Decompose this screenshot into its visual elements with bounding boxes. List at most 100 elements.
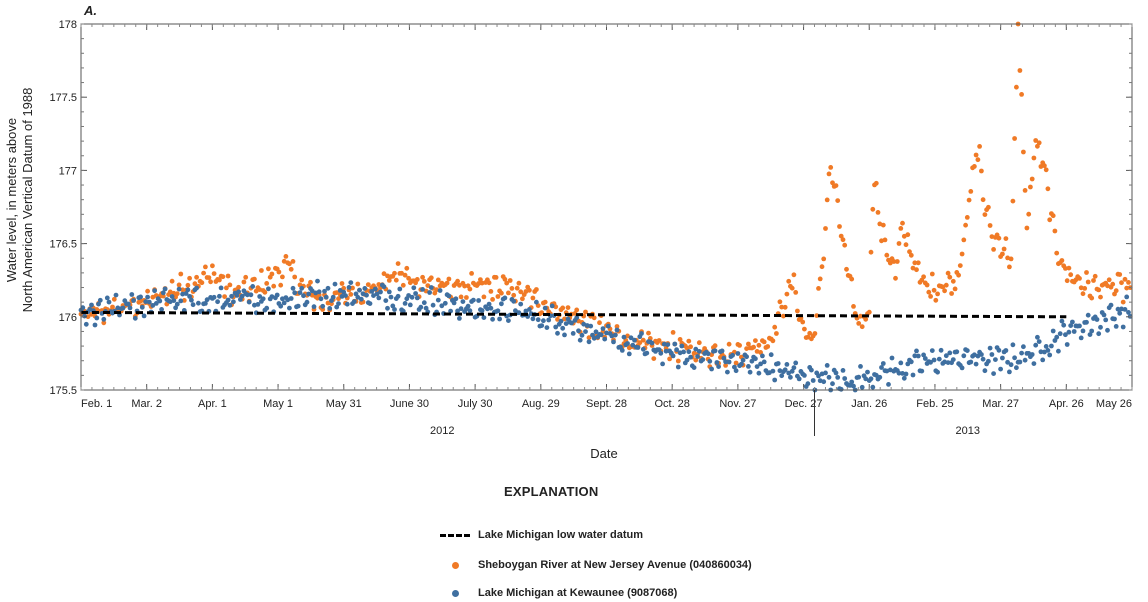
kewaunee-point [516, 310, 522, 316]
kewaunee-point [868, 376, 874, 382]
kewaunee-point [810, 378, 816, 383]
x-tick-label: July 30 [458, 398, 493, 410]
kewaunee-point [1108, 302, 1114, 308]
kewaunee-point [821, 379, 827, 385]
sheboygan-point [178, 271, 184, 277]
sheboygan-point [686, 338, 692, 344]
kewaunee-point [320, 303, 326, 309]
sheboygan-point [842, 242, 848, 248]
kewaunee-point [386, 289, 392, 295]
kewaunee-point [409, 294, 415, 300]
kewaunee-point [204, 297, 210, 303]
sheboygan-point [943, 282, 949, 288]
sheboygan-point [772, 324, 778, 330]
kewaunee-point [152, 288, 158, 294]
sheboygan-point [225, 273, 231, 279]
kewaunee-point [670, 353, 676, 359]
kewaunee-point [593, 329, 599, 335]
kewaunee-point [663, 348, 669, 354]
kewaunee-point [859, 384, 865, 390]
plot-background [81, 24, 1132, 390]
sheboygan-point [1124, 285, 1130, 291]
kewaunee-point [325, 285, 331, 291]
x-tick-label: Mar. 2 [131, 398, 162, 410]
kewaunee-point [1059, 318, 1065, 324]
kewaunee-point [684, 357, 690, 363]
sheboygan-point [199, 280, 205, 286]
kewaunee-point [686, 349, 692, 355]
kewaunee-point [420, 287, 425, 292]
x-tick-label: Apr. 1 [198, 398, 227, 410]
kewaunee-point [705, 351, 711, 357]
sheboygan-point [870, 206, 876, 212]
kewaunee-point [910, 372, 916, 378]
sheboygan-point [264, 281, 270, 286]
kewaunee-point [190, 302, 196, 308]
kewaunee-point [605, 323, 611, 329]
sheboygan-point [1007, 264, 1012, 270]
kewaunee-point [390, 303, 396, 309]
sheboygan-point [800, 319, 806, 325]
year-label: 2013 [956, 425, 980, 437]
sheboygan-point [341, 285, 347, 291]
kewaunee-point [691, 365, 697, 370]
kewaunee-point [248, 292, 254, 298]
kewaunee-point [92, 322, 98, 328]
kewaunee-point [299, 285, 305, 291]
kewaunee-point [1014, 365, 1019, 371]
sheboygan-point [220, 274, 226, 280]
kewaunee-point [218, 285, 224, 291]
kewaunee-point [753, 356, 758, 362]
sheboygan-point [851, 304, 856, 309]
sheboygan-point [835, 198, 841, 204]
sheboygan-point [856, 321, 862, 326]
sheboygan-point [269, 271, 275, 277]
sheboygan-point [236, 284, 242, 290]
kewaunee-point [879, 365, 884, 370]
kewaunee-point [157, 298, 163, 304]
kewaunee-point [106, 299, 112, 305]
sheboygan-point [243, 274, 249, 280]
sheboygan-point [950, 278, 956, 284]
sheboygan-point [1028, 184, 1033, 190]
kewaunee-point [104, 295, 110, 301]
sheboygan-point [667, 356, 672, 362]
kewaunee-point [343, 293, 348, 298]
sheboygan-point [1052, 228, 1058, 234]
x-tick-label: Dec. 27 [785, 398, 823, 410]
sheboygan-point [782, 304, 788, 310]
sheboygan-point [1068, 272, 1074, 278]
kewaunee-point [823, 370, 828, 376]
sheboygan-point [777, 299, 783, 305]
sheboygan-point [194, 274, 200, 280]
kewaunee-point [770, 368, 776, 374]
sheboygan-point [1014, 84, 1019, 90]
kewaunee-point [880, 361, 886, 366]
kewaunee-point [1077, 323, 1082, 329]
kewaunee-point [421, 300, 427, 306]
kewaunee-point [583, 329, 588, 334]
kewaunee-point [1049, 343, 1054, 349]
sheboygan-point [502, 276, 508, 282]
sheboygan-point [1113, 288, 1119, 294]
kewaunee-point [756, 370, 762, 376]
kewaunee-point [656, 347, 662, 353]
sheboygan-point [614, 324, 620, 329]
kewaunee-point [833, 370, 839, 376]
sheboygan-point [893, 275, 898, 281]
kewaunee-point [644, 350, 650, 356]
kewaunee-point [1056, 348, 1061, 354]
kewaunee-point [527, 307, 532, 312]
kewaunee-point [178, 298, 184, 304]
sheboygan-point [933, 297, 939, 303]
y-axis-title-line-2: North American Vertical Datum of 1988 [20, 88, 35, 313]
sheboygan-point [907, 249, 912, 255]
sheboygan-point [898, 226, 904, 231]
sheboygan-point [802, 326, 807, 332]
kewaunee-point [250, 284, 256, 289]
kewaunee-point [788, 374, 793, 380]
kewaunee-point [83, 321, 89, 327]
plot-area [81, 24, 1132, 390]
sheboygan-point [986, 204, 991, 210]
kewaunee-point [506, 318, 511, 323]
